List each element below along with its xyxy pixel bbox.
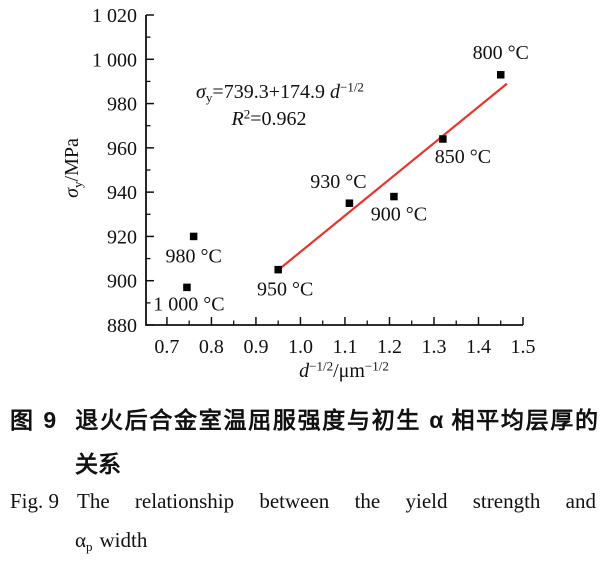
x-tick-label: 0.9 [243,336,268,358]
caption-english-line2: αp width [75,528,147,553]
equation-body: =739.3+174.9 [212,81,330,103]
r-symbol: R [231,108,244,130]
caption-chinese-text: 退火后合金室温屈服强度与初生 α 相平均层厚的 [75,407,598,433]
fit-equation-line1: σy=739.3+174.9 d−1/2 [196,79,364,105]
data-point [189,232,198,241]
caption-english-line2-text: width [99,528,148,552]
x-axis-unit-exponent: −1/2 [364,358,389,374]
y-tick-label: 900 [107,271,137,293]
y-tick-label: 1 020 [92,5,137,27]
y-axis-title: σy/MPa [61,138,85,198]
y-tick-label: 980 [107,94,137,116]
r-exponent: 2 [243,106,251,122]
y-axis-var-subscript: y [69,181,85,188]
x-tick-label: 0.8 [199,336,224,358]
alpha-symbol: α [75,528,87,552]
d-exponent: −1/2 [339,79,364,95]
caption-english-line1: Fig. 9 The relationship between the yiel… [10,489,596,514]
scatter-chart: 0.7 0.8 0.9 1.0 1.1 1.2 1.3 1.4 1.5 880 900 920 940 9… [61,5,536,382]
data-point [183,283,191,292]
data-point [439,135,447,143]
sigma-symbol: σ [196,81,206,103]
y-axis-unit: /MPa [61,138,83,182]
x-axis-title: d−1/2/μm−1/2 [299,358,389,382]
data-point-label: 900 °C [371,204,427,226]
data-point [274,265,282,274]
data-point-label: 800 °C [473,42,529,64]
y-tick-label: 940 [107,182,137,204]
y-axis-variable: σ [61,187,83,198]
caption-chinese-line2: 关系 [75,451,121,477]
data-point-label: 850 °C [435,146,491,168]
x-tick-label: 1.0 [288,336,313,358]
data-point-label: 1 000 °C [153,293,224,315]
data-point-label: 950 °C [257,279,313,301]
caption-english-text: The relationship between the yield stren… [77,489,596,513]
x-tick-label: 1.1 [332,336,357,358]
caption-chinese: 图 9 退火后合金室温屈服强度与初生 α 相平均层厚的 关系 [10,406,598,477]
r2-value: =0.962 [250,108,307,130]
figure-number-cn: 图 9 [10,407,59,433]
chart-canvas: 0.7 0.8 0.9 1.0 1.1 1.2 1.3 1.4 1.5 880 900 920 940 9… [92,5,536,358]
x-tick-label: 1.5 [511,336,536,358]
sigma-subscript: y [205,89,213,105]
y-tick-label: 1 000 [92,49,137,71]
caption-chinese-line1: 图 9 退火后合金室温屈服强度与初生 α 相平均层厚的 [10,406,598,436]
x-tick-label: 1.2 [377,336,402,358]
x-axis-var-exponent: −1/2 [309,358,334,374]
y-tick-label: 920 [107,226,137,248]
caption-english: Fig. 9 The relationship between the yiel… [10,489,596,553]
x-axis-variable: d [299,360,310,382]
d-symbol: d [329,81,340,103]
figure-number-en: Fig. 9 [10,489,60,513]
fit-line [277,82,508,271]
data-point [345,199,354,207]
x-tick-label: 0.7 [154,336,179,358]
data-point-label: 930 °C [310,171,366,193]
alpha-subscript: p [86,538,93,554]
y-tick-label: 960 [107,138,137,160]
axes-frame [145,15,523,326]
data-point-label: 980 °C [165,245,221,267]
data-point [496,71,505,79]
x-tick-label: 1.3 [421,336,446,358]
x-axis-unit: /μm [333,360,365,382]
fit-equation-line2: R2=0.962 [231,106,307,130]
data-point [390,192,398,201]
y-tick-label: 880 [107,315,137,337]
x-tick-label: 1.4 [466,336,491,358]
